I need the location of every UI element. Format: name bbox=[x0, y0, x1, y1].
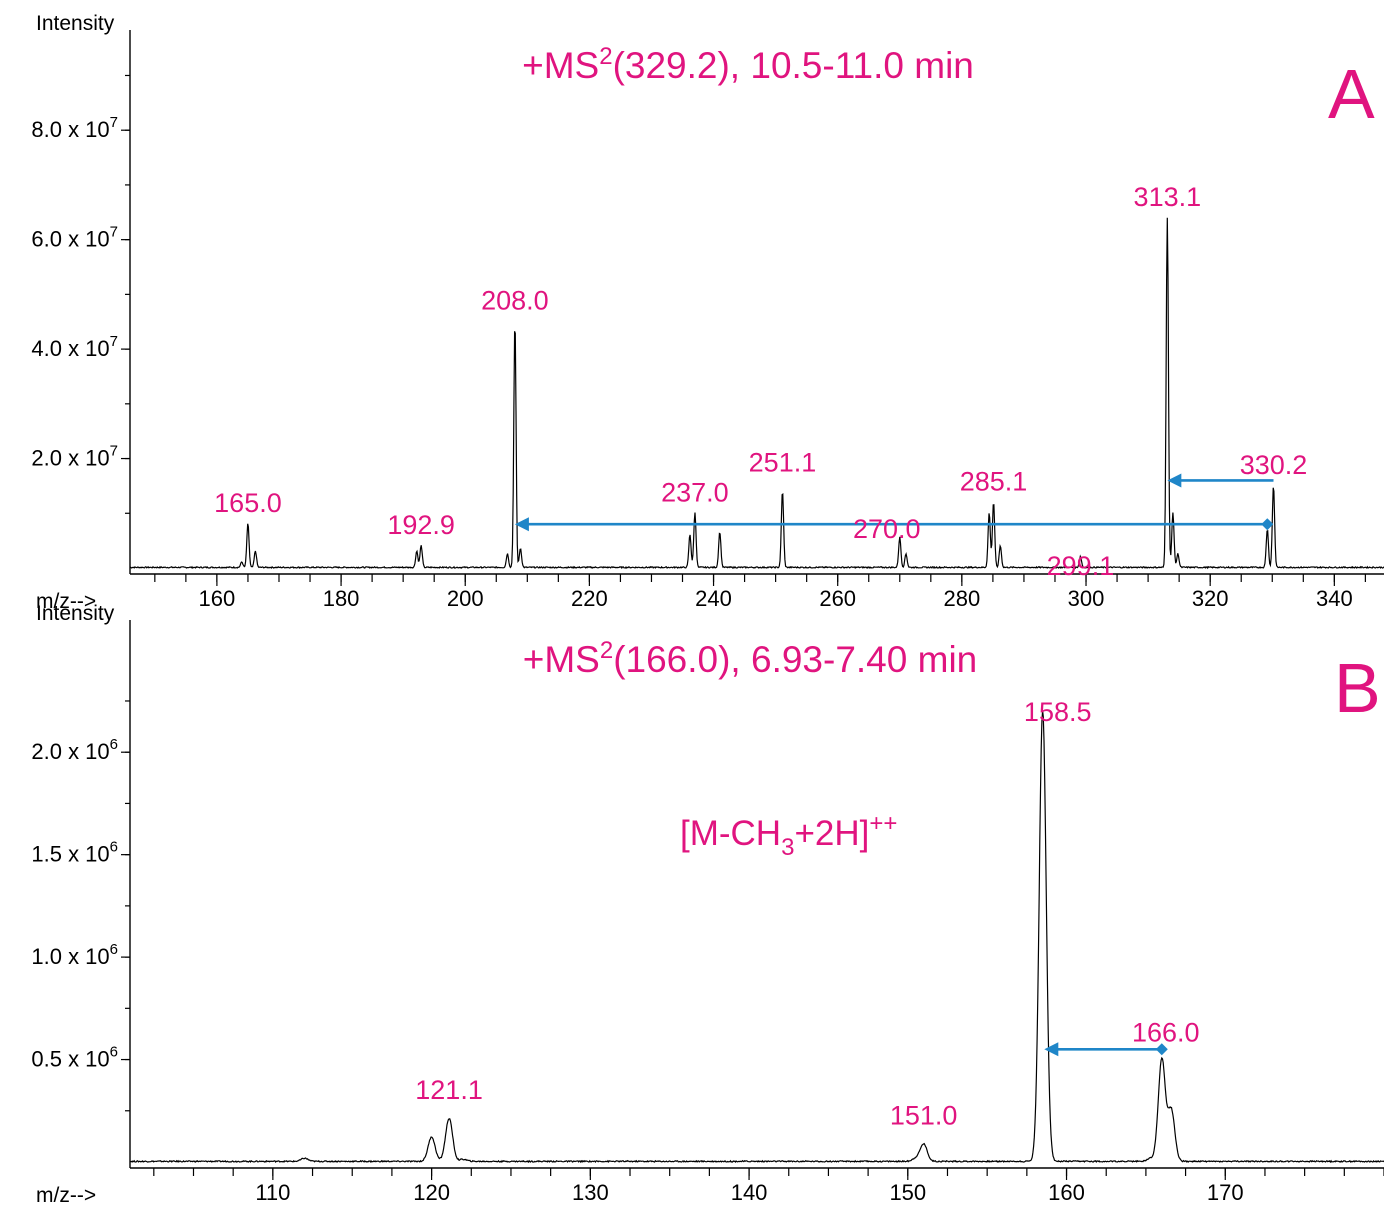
y-tick-label: 1.5 x 106 bbox=[31, 839, 118, 867]
peak-label: 330.2 bbox=[1240, 450, 1308, 480]
x-tick-label: 220 bbox=[571, 586, 608, 611]
y-tick-label: 8.0 x 107 bbox=[31, 114, 118, 142]
panel-letter: B bbox=[1334, 649, 1381, 727]
y-tick-label: 2.0 x 107 bbox=[31, 443, 118, 471]
chart-title: +MS2(329.2), 10.5-11.0 min bbox=[522, 43, 974, 86]
peak-label: 165.0 bbox=[214, 488, 282, 518]
x-axis-title: m/z--> bbox=[36, 590, 96, 613]
y-axis-title: Intensity bbox=[36, 602, 115, 625]
x-tick-label: 120 bbox=[413, 1180, 450, 1205]
y-tick-label: 1.0 x 106 bbox=[31, 941, 118, 969]
y-tick-label: 2.0 x 106 bbox=[31, 736, 118, 764]
x-tick-label: 160 bbox=[199, 586, 236, 611]
x-tick-label: 320 bbox=[1192, 586, 1229, 611]
arrow-head bbox=[1167, 473, 1182, 488]
y-axis-title: Intensity bbox=[36, 12, 115, 35]
peak-label: 208.0 bbox=[481, 286, 549, 316]
peak-label: 313.1 bbox=[1134, 182, 1202, 212]
x-tick-label: 130 bbox=[572, 1180, 609, 1205]
peak-label: 270.0 bbox=[853, 514, 921, 544]
x-axis-title: m/z--> bbox=[36, 1184, 96, 1205]
x-tick-label: 240 bbox=[695, 586, 732, 611]
peak-label: 151.0 bbox=[890, 1101, 958, 1131]
x-tick-label: 160 bbox=[1048, 1180, 1085, 1205]
panel-a: 2.0 x 107 4.0 x 107 6.0 x 107 8.0 x 107 Inte… bbox=[31, 12, 1384, 613]
peak-label: 158.5 bbox=[1024, 697, 1092, 727]
x-tick-label: 170 bbox=[1207, 1180, 1244, 1205]
y-tick-label: 0.5 x 106 bbox=[31, 1044, 118, 1072]
x-tick-label: 140 bbox=[731, 1180, 768, 1205]
y-tick-label: 6.0 x 107 bbox=[31, 224, 118, 252]
ion-annotation: [M-CH3+2H]++ bbox=[680, 810, 897, 861]
panel-b: 0.5 x 106 1.0 x 106 1.5 x 106 2.0 x 106 Inte… bbox=[31, 602, 1384, 1207]
chart-title: +MS2(166.0), 6.93-7.40 min bbox=[523, 637, 978, 680]
x-tick-label: 260 bbox=[819, 586, 856, 611]
x-tick-label: 180 bbox=[323, 586, 360, 611]
peak-label: 192.9 bbox=[387, 510, 455, 540]
spectrum-trace bbox=[129, 710, 1384, 1164]
x-tick-label: 300 bbox=[1068, 586, 1105, 611]
precursor-marker bbox=[1261, 518, 1274, 531]
x-tick-label: 150 bbox=[889, 1180, 926, 1205]
x-tick-label: 200 bbox=[447, 586, 484, 611]
arrow-head bbox=[514, 517, 529, 532]
x-tick-label: 280 bbox=[944, 586, 981, 611]
x-tick-label: 340 bbox=[1316, 586, 1353, 611]
peak-label: 121.1 bbox=[415, 1075, 483, 1105]
spectrum-trace bbox=[129, 217, 1384, 570]
peak-label: 166.0 bbox=[1132, 1018, 1200, 1048]
precursor-marker bbox=[1155, 1043, 1168, 1056]
peak-label: 285.1 bbox=[960, 466, 1028, 496]
panel-letter: A bbox=[1328, 55, 1375, 133]
peak-label: 299.1 bbox=[1047, 551, 1115, 581]
y-tick-label: 4.0 x 107 bbox=[31, 333, 118, 361]
x-tick-label: 110 bbox=[255, 1180, 290, 1205]
arrow-head bbox=[1044, 1042, 1059, 1057]
peak-label: 251.1 bbox=[749, 447, 817, 477]
peak-label: 237.0 bbox=[661, 477, 729, 507]
